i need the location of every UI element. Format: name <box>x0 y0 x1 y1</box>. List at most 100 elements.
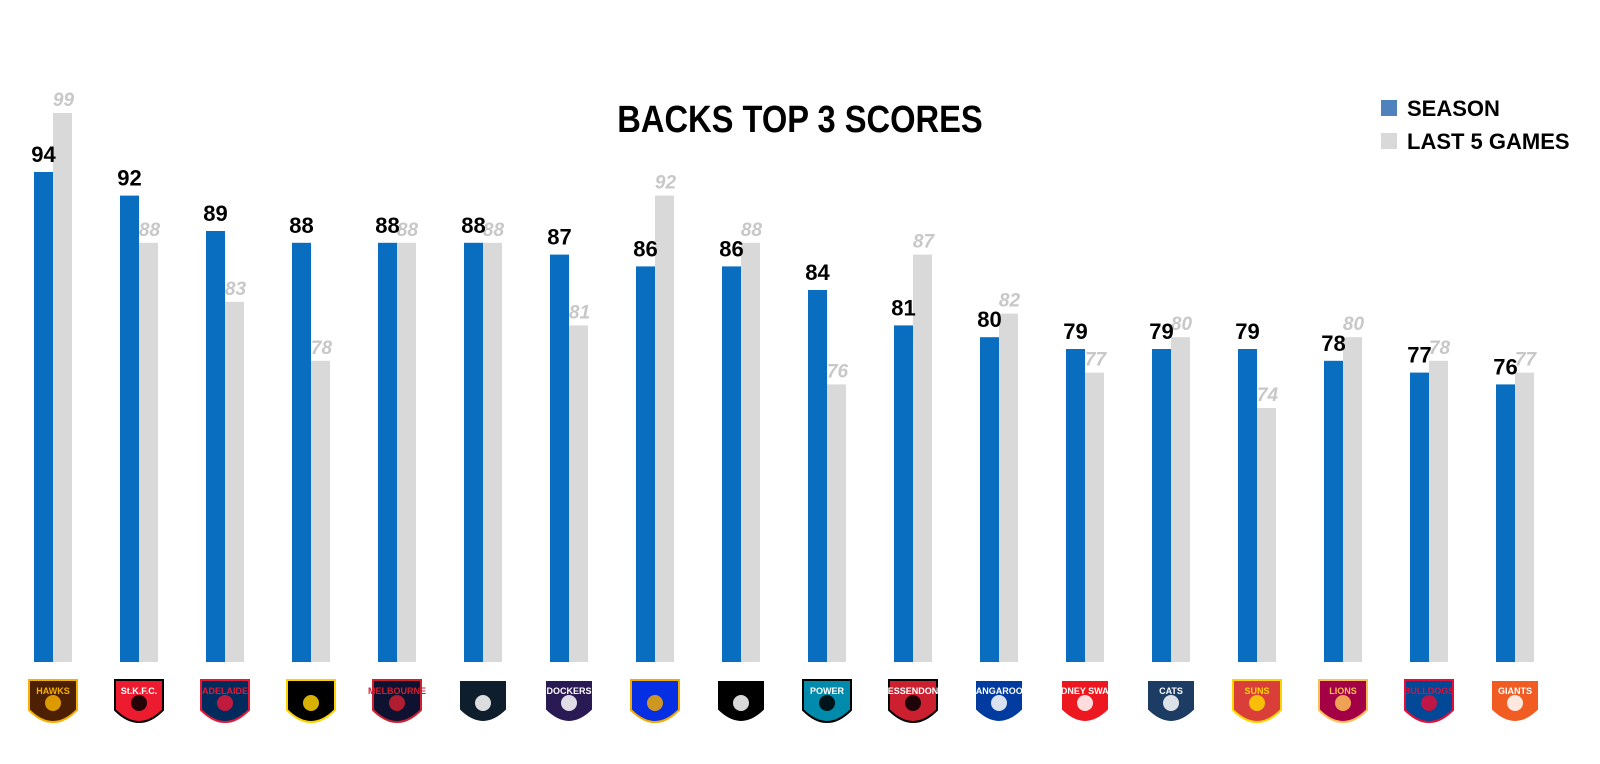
bar-season-1 <box>120 195 139 662</box>
logo-1: St.K.F.C. <box>114 679 164 723</box>
logo-11: KANGAROOS <box>969 679 1029 723</box>
logo-text-14: SUNS <box>1244 686 1269 696</box>
logo-text-1: St.K.F.C. <box>121 686 158 696</box>
logo-emblem-3 <box>303 695 319 711</box>
bar-season-4 <box>378 242 397 663</box>
logo-14: SUNS <box>1232 679 1282 723</box>
label-last5-0: 99 <box>53 90 75 111</box>
bar-last5-6 <box>569 325 588 662</box>
label-last5-3: 78 <box>311 338 333 359</box>
label-last5-4: 88 <box>397 220 419 241</box>
logo-text-6: DOCKERS <box>546 686 591 696</box>
label-last5-12: 77 <box>1085 350 1108 371</box>
label-season-17: 76 <box>1493 354 1517 379</box>
label-season-2: 89 <box>203 201 227 226</box>
logo-2: ADELAIDE <box>200 679 250 723</box>
logo-9: POWER <box>802 679 852 723</box>
logo-emblem-17 <box>1507 695 1523 711</box>
logo-emblem-4 <box>389 695 405 711</box>
bar-last5-0 <box>53 113 72 662</box>
logo-13: CATS <box>1146 679 1196 723</box>
bar-last5-8 <box>741 242 760 663</box>
bar-season-15 <box>1324 360 1343 662</box>
bar-season-2 <box>206 231 225 662</box>
logo-4: MELBOURNE <box>368 679 426 723</box>
bar-season-7 <box>636 266 655 662</box>
logo-text-13: CATS <box>1159 686 1183 696</box>
legend-label-last5: LAST 5 GAMES <box>1407 129 1570 154</box>
bar-last5-14 <box>1257 408 1276 662</box>
label-last5-11: 82 <box>999 291 1021 312</box>
logo-7 <box>630 679 680 723</box>
logo-text-17: GIANTS <box>1498 686 1532 696</box>
logo-text-9: POWER <box>810 686 845 696</box>
label-season-11: 80 <box>977 307 1001 332</box>
logo-emblem-8 <box>733 695 749 711</box>
label-season-5: 88 <box>461 213 485 238</box>
logo-emblem-1 <box>131 695 147 711</box>
label-last5-16: 78 <box>1429 338 1451 359</box>
logo-emblem-2 <box>217 695 233 711</box>
label-last5-7: 92 <box>655 173 677 194</box>
logo-text-11: KANGAROOS <box>969 686 1029 696</box>
logo-0: HAWKS <box>28 679 78 723</box>
label-last5-6: 81 <box>569 302 590 323</box>
logo-text-4: MELBOURNE <box>368 686 426 696</box>
logo-text-0: HAWKS <box>36 686 70 696</box>
team-logos: HAWKS St.K.F.C. ADELAIDE MELBOURNE DOCKERS PO… <box>28 679 1540 723</box>
label-last5-1: 88 <box>139 220 161 241</box>
logo-emblem-10 <box>905 695 921 711</box>
bar-last5-11 <box>999 313 1018 662</box>
label-last5-13: 80 <box>1171 314 1193 335</box>
logo-text-15: LIONS <box>1329 686 1357 696</box>
label-season-7: 86 <box>633 236 657 261</box>
bar-season-14 <box>1238 349 1257 662</box>
logo-text-10: ESSENDON <box>888 686 939 696</box>
bar-season-6 <box>550 254 569 662</box>
logo-emblem-7 <box>647 695 663 711</box>
label-last5-17: 77 <box>1515 350 1538 371</box>
label-season-13: 79 <box>1149 319 1173 344</box>
logo-emblem-6 <box>561 695 577 711</box>
logo-16: BULLDOGS <box>1404 679 1455 723</box>
logo-5 <box>458 679 508 723</box>
label-season-12: 79 <box>1063 319 1087 344</box>
logo-17: GIANTS <box>1490 679 1540 723</box>
legend-swatch-season <box>1381 100 1397 116</box>
logo-text-16: BULLDOGS <box>1404 686 1455 696</box>
label-last5-10: 87 <box>913 232 936 253</box>
bar-last5-15 <box>1343 337 1362 662</box>
label-last5-14: 74 <box>1257 385 1279 406</box>
logo-6: DOCKERS <box>544 679 594 723</box>
label-season-14: 79 <box>1235 319 1259 344</box>
label-season-15: 78 <box>1321 331 1345 356</box>
label-season-4: 88 <box>375 213 399 238</box>
logo-emblem-5 <box>475 695 491 711</box>
bar-season-3 <box>292 242 311 663</box>
logo-emblem-13 <box>1163 695 1179 711</box>
bar-season-17 <box>1496 384 1515 662</box>
bar-last5-7 <box>655 195 674 662</box>
bar-season-11 <box>980 337 999 662</box>
bar-season-12 <box>1066 349 1085 662</box>
label-season-3: 88 <box>289 213 313 238</box>
label-last5-5: 88 <box>483 220 505 241</box>
bar-last5-2 <box>225 301 244 662</box>
label-season-10: 81 <box>891 295 915 320</box>
logo-emblem-11 <box>991 695 1007 711</box>
label-season-6: 87 <box>547 225 571 250</box>
bar-season-8 <box>722 266 741 662</box>
legend-label-season: SEASON <box>1407 96 1500 121</box>
label-last5-2: 83 <box>225 279 247 300</box>
logo-8 <box>716 679 766 723</box>
logo-emblem-12 <box>1077 695 1093 711</box>
logo-12: SYDNEY SWANS <box>1049 679 1121 723</box>
bar-season-16 <box>1410 372 1429 662</box>
logo-15: LIONS <box>1318 679 1368 723</box>
bar-season-9 <box>808 290 827 662</box>
bar-season-10 <box>894 325 913 662</box>
logo-emblem-14 <box>1249 695 1265 711</box>
logo-emblem-16 <box>1421 695 1437 711</box>
logo-emblem-0 <box>45 695 61 711</box>
